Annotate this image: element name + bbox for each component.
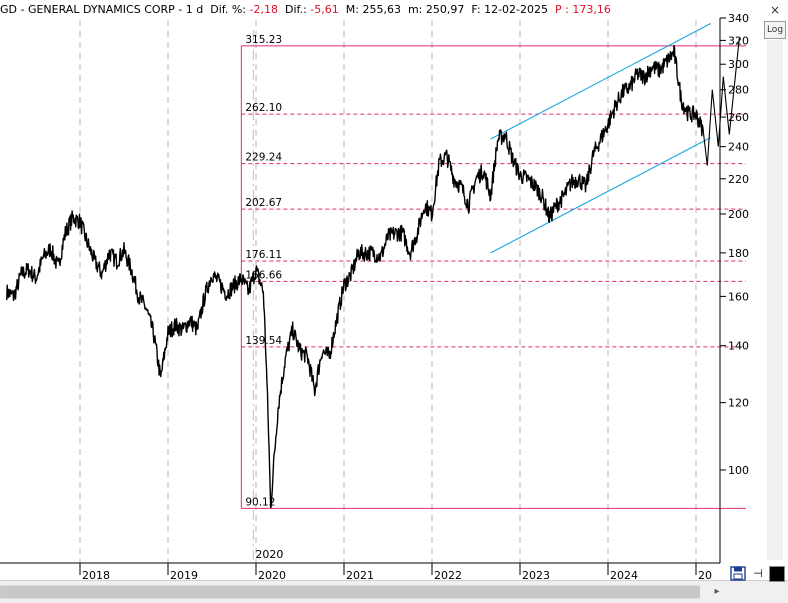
y-tick-label: 280 xyxy=(728,84,749,97)
diff-pct-label: Dif. %: xyxy=(210,3,247,16)
trend-channel xyxy=(490,22,711,254)
fib-level-label: 315.23 xyxy=(245,34,282,46)
min-value: 250,97 xyxy=(425,3,465,16)
y-tick-label: 220 xyxy=(728,173,749,186)
vertical-scroll-track[interactable] xyxy=(767,40,783,560)
vertical-marker-label: 2020 xyxy=(255,548,283,561)
fib-level-label: 229.24 xyxy=(245,152,282,164)
log-scale-button[interactable]: Log xyxy=(764,21,786,39)
color-swatch-button[interactable] xyxy=(769,566,785,582)
close-icon[interactable]: × xyxy=(769,3,781,17)
max-label: M: xyxy=(345,3,359,16)
date-value: 12-02-2025 xyxy=(484,3,549,16)
y-tick-label: 300 xyxy=(728,58,749,71)
projection-line xyxy=(702,38,740,166)
y-tick-label: 240 xyxy=(728,141,749,154)
y-tick-label: 180 xyxy=(728,247,749,260)
grid-lines xyxy=(79,20,697,563)
price-label: P : xyxy=(555,3,569,16)
chart-header: GD - GENERAL DYNAMICS CORP - 1 d Dif. %:… xyxy=(0,0,718,20)
y-tick-label: 100 xyxy=(728,464,749,477)
x-tick-label: 2018 xyxy=(82,569,110,580)
y-tick-label: 340 xyxy=(728,12,749,25)
horizontal-scroll-thumb[interactable] xyxy=(0,586,700,598)
y-tick-label: 200 xyxy=(728,208,749,221)
price-line xyxy=(6,44,704,509)
symbol-label: GD - GENERAL DYNAMICS CORP xyxy=(0,3,175,16)
y-axis: 100 120 140 160 180 200 220 240 260 280 300 320 340 xyxy=(719,12,749,563)
x-tick-label: 2024 xyxy=(610,569,638,580)
y-tick-label: 260 xyxy=(728,111,749,124)
projection-path xyxy=(702,38,740,166)
fib-level-label: 176.11 xyxy=(245,249,282,261)
x-tick-label: 2021 xyxy=(346,569,374,580)
y-tick-label: 140 xyxy=(728,340,749,353)
fib-level-label: 90.12 xyxy=(245,496,275,508)
y-tick-label: 120 xyxy=(728,397,749,410)
date-label: F: xyxy=(471,3,481,16)
channel-line-lower xyxy=(490,137,711,254)
save-icon[interactable] xyxy=(730,566,746,581)
min-label: m: xyxy=(407,3,423,16)
fib-level-label: 139.54 xyxy=(245,335,282,347)
y-tick-label: 320 xyxy=(728,34,749,47)
fib-level-label: 262.10 xyxy=(245,102,282,114)
price-series xyxy=(6,44,704,509)
diff-value: -5,61 xyxy=(310,3,339,16)
x-tick-label: 2023 xyxy=(522,569,550,580)
max-value: 255,63 xyxy=(362,3,401,16)
x-tick-label: 2019 xyxy=(170,569,198,580)
interval-label: 1 d xyxy=(185,3,204,16)
fibonacci-retracement: 315.23262.10229.24202.67176.11166.66139.… xyxy=(240,34,746,509)
diff-pct-value: -2,18 xyxy=(249,3,278,16)
x-tick-label: 2020 xyxy=(258,569,286,580)
channel-line-upper xyxy=(490,22,711,140)
y-tick-label: 160 xyxy=(728,290,749,303)
pin-icon[interactable]: ⊣ xyxy=(753,567,763,580)
scroll-right-icon[interactable]: ▸ xyxy=(714,586,720,597)
x-tick-label: 2022 xyxy=(434,569,462,580)
x-tick-label: 20 xyxy=(698,569,712,580)
price-value: 173,16 xyxy=(572,3,611,16)
diff-label: Dif.: xyxy=(284,3,307,16)
fib-level-label: 202.67 xyxy=(245,197,282,209)
stock-chart[interactable]: 315.23262.10229.24202.67176.11166.66139.… xyxy=(0,0,788,580)
